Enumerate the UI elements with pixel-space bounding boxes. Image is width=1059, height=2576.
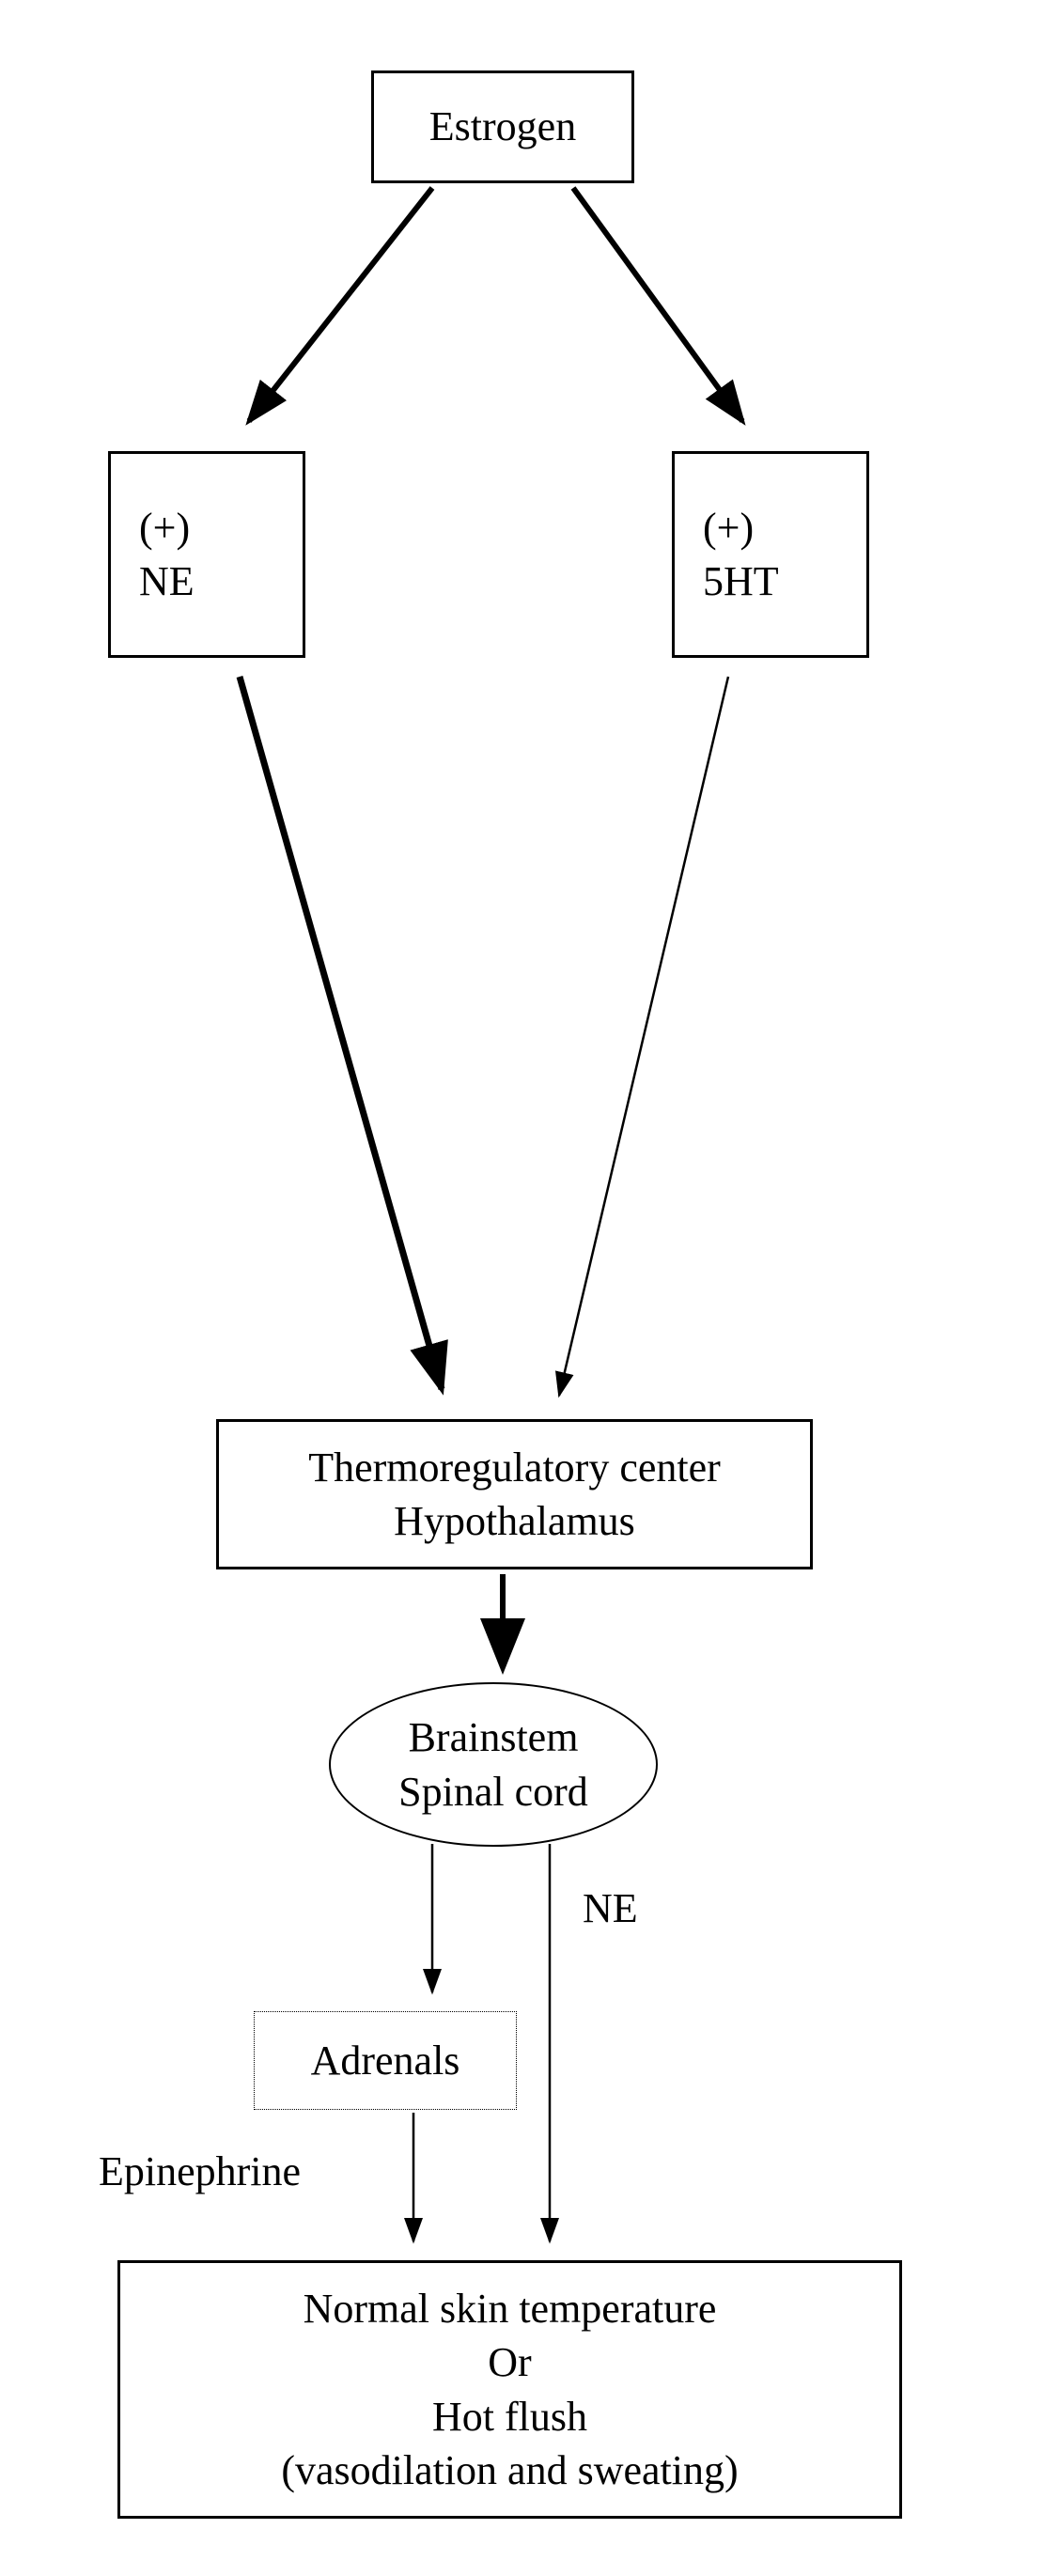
node-brainstem-line1: Brainstem xyxy=(398,1710,588,1764)
node-5ht-content: (+) 5HT xyxy=(675,501,866,608)
label-ne: NE xyxy=(583,1884,638,1932)
node-thermo-content: Thermoregulatory center Hypothalamus xyxy=(308,1441,721,1548)
node-5ht-line1: (+) xyxy=(703,501,866,554)
node-estrogen-label: Estrogen xyxy=(429,100,576,153)
node-thermo: Thermoregulatory center Hypothalamus xyxy=(216,1419,813,1569)
node-outcome: Normal skin temperature Or Hot flush (va… xyxy=(117,2260,902,2519)
node-adrenals-label: Adrenals xyxy=(311,2034,460,2087)
node-ne-line2: NE xyxy=(139,554,303,608)
node-ne: (+) NE xyxy=(108,451,305,658)
node-ne-content: (+) NE xyxy=(111,501,303,608)
node-thermo-line1: Thermoregulatory center xyxy=(308,1441,721,1494)
arrow-estrogen-ne xyxy=(249,188,432,421)
node-thermo-line2: Hypothalamus xyxy=(308,1494,721,1548)
node-outcome-line1: Normal skin temperature xyxy=(281,2282,738,2335)
node-brainstem-line2: Spinal cord xyxy=(398,1765,588,1819)
node-outcome-content: Normal skin temperature Or Hot flush (va… xyxy=(281,2282,738,2497)
node-outcome-line2: Or xyxy=(281,2335,738,2389)
node-brainstem: Brainstem Spinal cord xyxy=(329,1682,658,1847)
arrow-ne-thermo xyxy=(240,677,442,1389)
arrow-estrogen-5ht xyxy=(573,188,742,421)
node-estrogen: Estrogen xyxy=(371,70,634,183)
node-outcome-line4: (vasodilation and sweating) xyxy=(281,2443,738,2497)
label-epinephrine: Epinephrine xyxy=(99,2147,301,2195)
diagram-canvas: Estrogen (+) NE (+) 5HT Thermoregulatory… xyxy=(0,0,1059,2576)
node-adrenals: Adrenals xyxy=(254,2011,517,2110)
node-5ht-line2: 5HT xyxy=(703,554,866,608)
arrow-5ht-thermo xyxy=(559,677,728,1396)
node-5ht: (+) 5HT xyxy=(672,451,869,658)
node-ne-line1: (+) xyxy=(139,501,303,554)
node-brainstem-content: Brainstem Spinal cord xyxy=(398,1710,588,1818)
node-outcome-line3: Hot flush xyxy=(281,2390,738,2443)
